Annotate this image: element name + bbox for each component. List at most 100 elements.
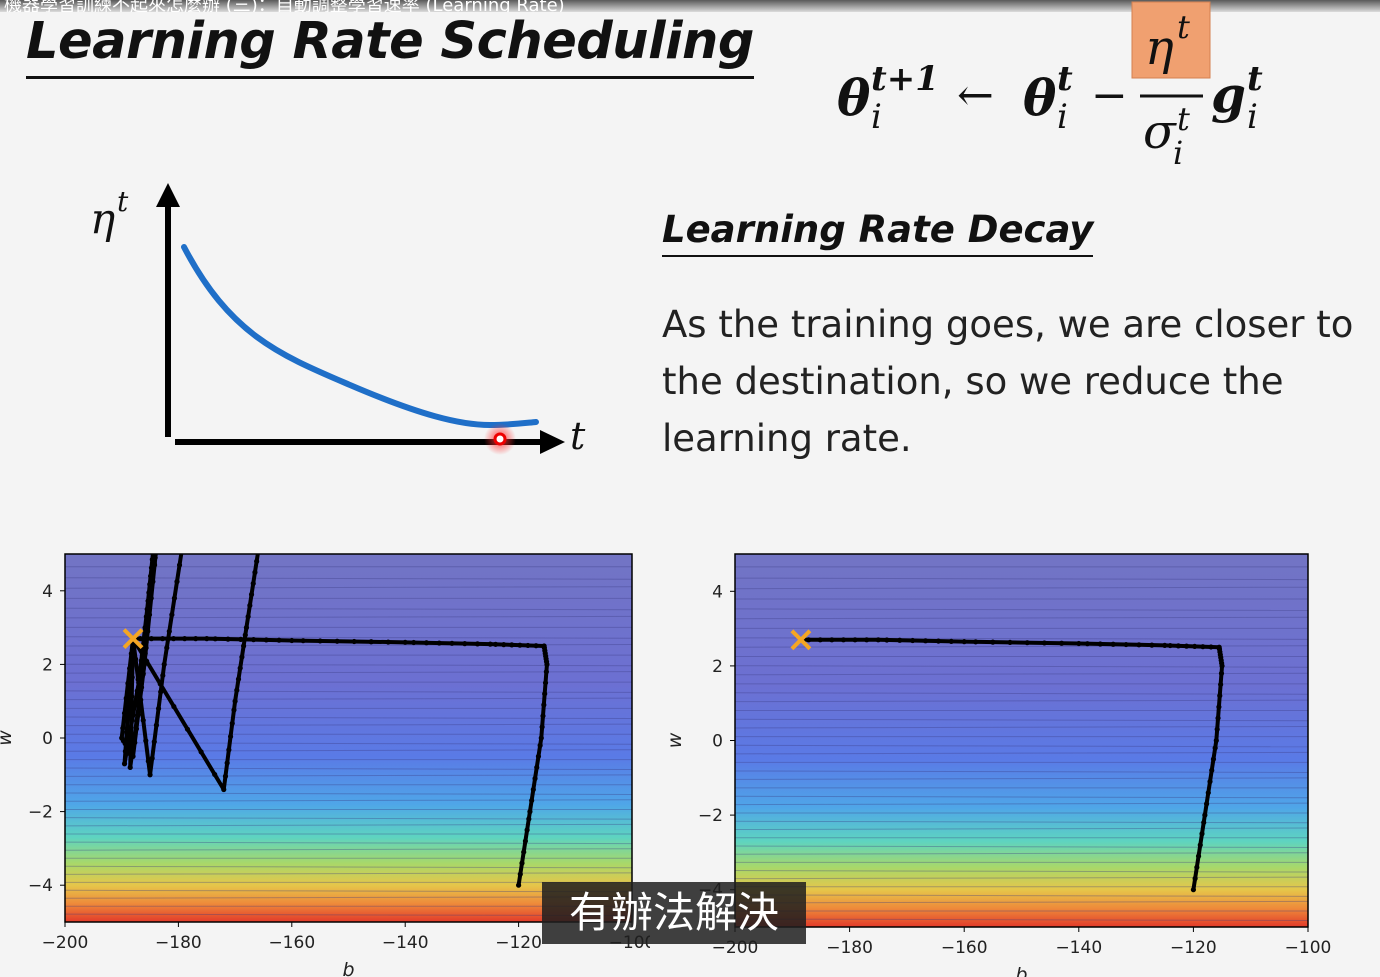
- trajectory-point: [317, 638, 323, 644]
- trajectory-point: [543, 669, 549, 675]
- x-tick-label: −120: [495, 933, 542, 953]
- trajectory-point: [1210, 756, 1217, 762]
- contour-line: [64, 848, 633, 851]
- formula-sigma: σ: [1143, 104, 1177, 160]
- trajectory-point: [250, 580, 256, 587]
- formula-g: g: [1211, 65, 1246, 124]
- trajectory-point: [1110, 641, 1116, 647]
- formula-g-sup: t: [1247, 59, 1263, 99]
- x-tick-label: −160: [268, 933, 315, 953]
- trajectory-point: [542, 680, 549, 686]
- trajectory-point: [540, 713, 546, 719]
- trajectory-point: [128, 713, 134, 719]
- trajectory-point: [864, 637, 870, 643]
- trajectory-point: [840, 637, 847, 643]
- trajectory-point: [517, 871, 523, 877]
- trajectory-point: [1213, 737, 1219, 744]
- formula-highlight: [1131, 1, 1211, 79]
- trajectory-point: [522, 838, 529, 844]
- trajectory-point: [852, 637, 858, 643]
- y-tick-label: 4: [42, 582, 53, 602]
- contour-line: [734, 577, 1309, 581]
- y-tick-label: 4: [712, 582, 723, 602]
- y-tick-label: 0: [712, 732, 723, 752]
- x-tick-label: −120: [1170, 938, 1217, 958]
- trajectory-point: [539, 724, 545, 730]
- trajectory-point: [171, 595, 178, 601]
- trajectory-line: [128, 553, 158, 770]
- trajectory-point: [143, 645, 149, 651]
- trajectory-point: [224, 760, 230, 766]
- contour-line: [64, 841, 633, 845]
- trajectory-point: [1218, 670, 1225, 676]
- trajectory-point: [157, 681, 163, 687]
- trajectory-point: [1059, 640, 1065, 646]
- trajectory-point: [248, 591, 255, 598]
- trajectory-point: [250, 637, 257, 643]
- trajectory-point: [238, 636, 244, 642]
- decay-y-label-sup: t: [117, 185, 129, 218]
- formula-lhs-sup: t+1: [871, 59, 939, 99]
- contour-background: [65, 554, 632, 922]
- decay-y-arrowhead: [156, 183, 180, 207]
- trajectory-point: [1194, 864, 1200, 870]
- trajectory-point: [184, 726, 191, 732]
- trajectory-point: [1201, 819, 1207, 826]
- trajectory-point: [897, 637, 903, 643]
- trajectory-point: [159, 636, 166, 642]
- video-caption: 有辦法解決: [542, 882, 806, 944]
- trajectory-point: [493, 641, 499, 647]
- trajectory-point: [129, 674, 135, 680]
- contour-line: [734, 900, 1309, 904]
- trajectory-point: [171, 703, 177, 710]
- trajectory-point: [151, 562, 158, 568]
- learning-rate-decay-diagram: η t t: [90, 183, 586, 458]
- trajectory-point: [145, 628, 151, 634]
- contour-line: [64, 872, 633, 875]
- trajectory-point: [182, 636, 188, 642]
- decay-y-label: η: [90, 194, 115, 243]
- slide-title: Learning Rate Scheduling: [26, 8, 754, 79]
- trajectory-point: [1202, 812, 1208, 818]
- trajectory-point: [131, 733, 138, 740]
- contour-line: [64, 817, 633, 820]
- trajectory-point: [538, 735, 544, 741]
- contour-line: [64, 823, 633, 827]
- trajectory-point: [140, 717, 146, 723]
- trajectory-point: [541, 643, 547, 649]
- contour-line: [64, 723, 633, 727]
- trajectory-point: [132, 656, 139, 662]
- trajectory-point: [144, 658, 150, 664]
- trajectory-point: [910, 637, 916, 644]
- trajectory-point: [1175, 643, 1181, 649]
- trajectory-line: [800, 637, 1225, 891]
- trajectory-point: [147, 772, 153, 778]
- y-tick-label: −2: [698, 806, 723, 826]
- trajectory-point: [226, 747, 232, 753]
- trajectory-point: [129, 694, 135, 700]
- trajectory-point: [212, 771, 218, 778]
- trajectory-point: [176, 562, 183, 568]
- x-tick-label: −100: [1285, 938, 1332, 958]
- formula-theta-sub: i: [1057, 97, 1068, 137]
- trajectory-point: [501, 642, 507, 648]
- trajectory-point: [148, 595, 154, 601]
- pointer-dot: [493, 432, 507, 446]
- trajectory-point: [423, 640, 430, 646]
- trajectory-point: [1214, 726, 1220, 732]
- trajectory-point: [221, 786, 227, 793]
- y-tick-label: 2: [712, 657, 723, 677]
- trajectory-point: [521, 849, 527, 855]
- trajectory-point: [237, 665, 243, 671]
- contour-line: [734, 827, 1309, 831]
- contour-line: [734, 586, 1309, 590]
- decay-x-arrowhead: [540, 430, 565, 454]
- trajectory-point: [212, 636, 218, 642]
- contour-background: [735, 554, 1308, 927]
- contour-line: [64, 742, 633, 745]
- trajectory-line: [131, 553, 184, 777]
- trajectory-point: [529, 797, 535, 804]
- trajectory-point: [525, 642, 531, 649]
- trajectory-point: [120, 725, 126, 731]
- trajectory-point: [245, 613, 251, 620]
